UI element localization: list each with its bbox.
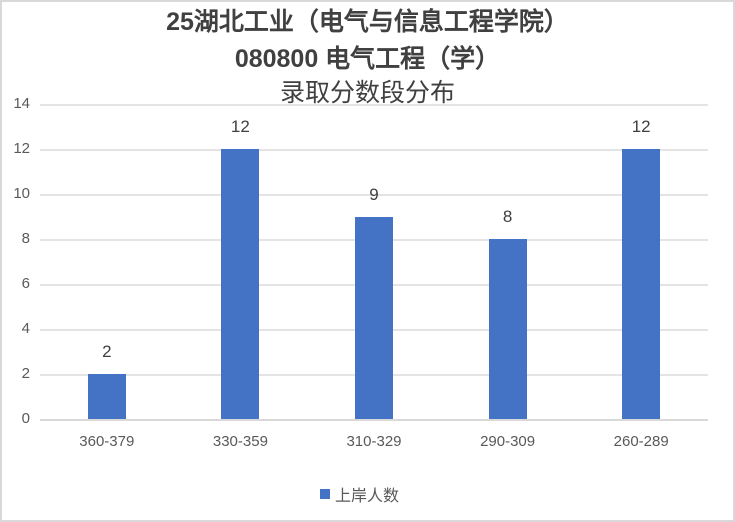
y-tick-label: 12 xyxy=(13,140,30,157)
y-tick-label: 6 xyxy=(21,275,30,292)
y-tick-label: 8 xyxy=(21,230,30,247)
bar xyxy=(622,149,661,419)
data-label: 12 xyxy=(631,117,651,136)
bar xyxy=(355,216,393,419)
bar xyxy=(488,239,527,419)
gridline xyxy=(40,149,708,151)
x-axis-line xyxy=(40,419,708,421)
x-tick-label: 260-289 xyxy=(613,433,669,450)
x-tick-label: 330-359 xyxy=(212,433,268,450)
data-label: 8 xyxy=(502,207,513,226)
bar xyxy=(87,374,126,419)
gridline xyxy=(40,194,708,196)
legend: 上岸人数 xyxy=(320,482,399,506)
y-tick-label: 0 xyxy=(21,410,30,427)
x-tick-label: 310-329 xyxy=(346,433,402,450)
y-tick-label: 2 xyxy=(21,365,30,382)
chart-title-line-3: 录取分数段分布 xyxy=(279,79,455,107)
data-label: 12 xyxy=(230,117,250,136)
y-tick-label: 14 xyxy=(13,95,30,112)
x-tick-label: 290-309 xyxy=(480,433,536,450)
bar xyxy=(221,149,260,419)
data-label: 9 xyxy=(369,184,379,204)
y-tick-label: 10 xyxy=(13,185,30,202)
chart-title-line-2: 080800 电气工程（学） xyxy=(234,45,501,73)
legend-swatch-icon xyxy=(320,489,330,499)
legend-label: 上岸人数 xyxy=(335,488,400,505)
chart-title-line-1: 25湖北工业（电气与信息工程学院） xyxy=(166,8,569,36)
y-tick-label: 4 xyxy=(21,320,30,337)
data-label: 2 xyxy=(102,342,112,361)
x-tick-label: 360-379 xyxy=(79,433,135,450)
gridline xyxy=(40,104,708,106)
